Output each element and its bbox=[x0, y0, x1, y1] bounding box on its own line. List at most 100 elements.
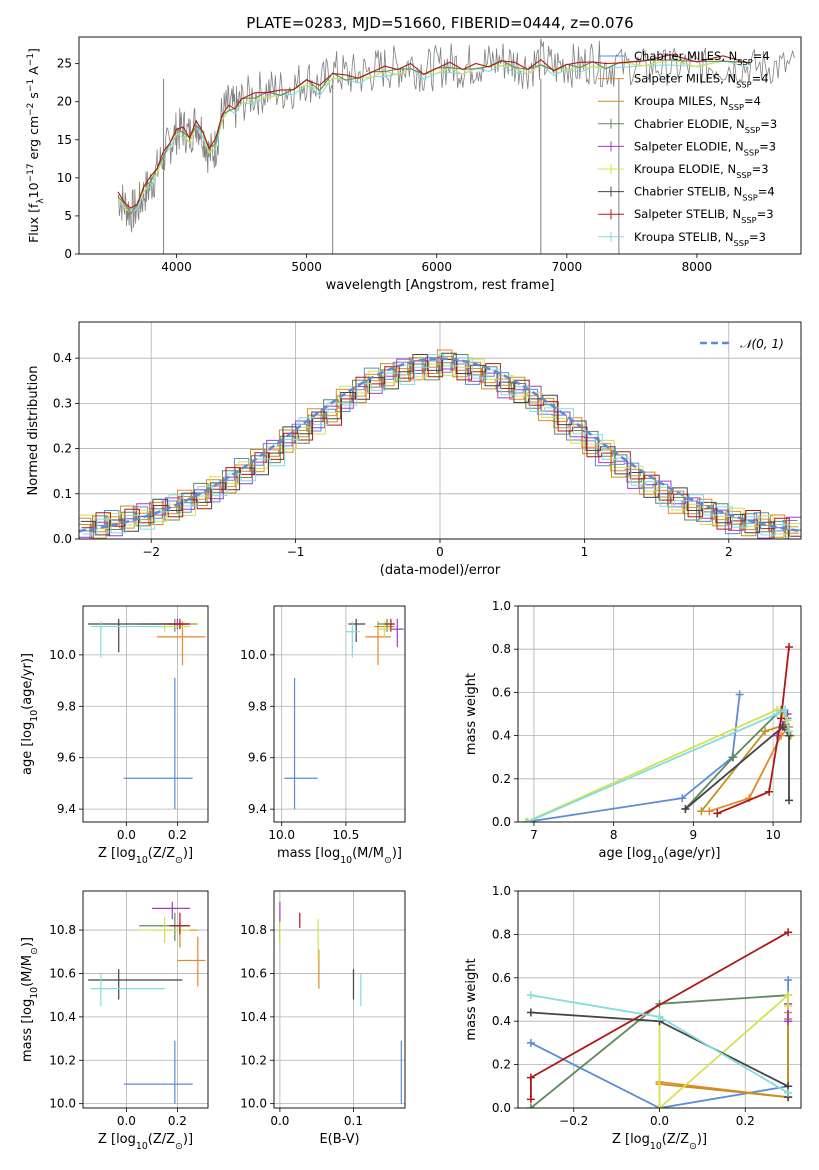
x-tick-label: 0.0 bbox=[117, 828, 136, 842]
y-tick-label: 0.0 bbox=[53, 532, 72, 546]
series-line-kroupa_elodie bbox=[658, 993, 789, 1108]
x-axis-label: Z [log10(Z/Z⊙)] bbox=[98, 1132, 193, 1152]
x-tick-label: −2 bbox=[142, 545, 160, 559]
legend-gaussian-label: 𝒩(0, 1) bbox=[740, 337, 784, 351]
age-vs-mass-panel: 10.0 10.5 9.4 9.6 9.8 10.0 mass [log10(M/M⊙)] bbox=[240, 605, 406, 866]
legend-label: Chabrier ELODIE, NSSP=3 bbox=[634, 117, 777, 135]
x-tick-label: 0.2 bbox=[736, 1114, 755, 1128]
series-marker-kroupa_elodie bbox=[655, 1104, 664, 1108]
y-tick-label: 0.6 bbox=[492, 685, 511, 699]
y-tick-label: 9.4 bbox=[248, 802, 267, 816]
y-tick-label: 10.8 bbox=[240, 923, 267, 937]
y-tick-label: 0.1 bbox=[53, 487, 72, 501]
series-marker-salpeter_miles bbox=[705, 807, 714, 816]
histogram-kroupa_miles bbox=[79, 355, 800, 539]
x-axis-label: (data-model)/error bbox=[380, 563, 501, 578]
mass-weight-vs-age-panel: 7 8 9 10 0.0 0.2 0.4 0.6 0.8 1.0 age [log10(age/yr… bbox=[464, 599, 802, 866]
legend-label: Salpeter STELIB, NSSP=3 bbox=[634, 207, 774, 225]
histogram-chabrier_stelib bbox=[80, 352, 801, 539]
x-tick-label: 2 bbox=[725, 545, 733, 559]
series-marker-chabrier_elodie bbox=[729, 753, 738, 762]
plot-area bbox=[526, 928, 793, 1108]
x-tick-label: 10.5 bbox=[333, 828, 360, 842]
y-tick-label: 1.0 bbox=[492, 884, 511, 898]
x-axis-label: age [log10(age/yr)] bbox=[599, 846, 721, 866]
plot-area bbox=[88, 901, 206, 1104]
series-marker-salpeter_stelib bbox=[713, 809, 722, 818]
gaussian-reference-curve bbox=[79, 357, 801, 533]
legend-label: Kroupa MILES, NSSP=4 bbox=[634, 94, 761, 112]
y-tick-label: 10.2 bbox=[49, 1053, 76, 1067]
x-tick-label: 0.2 bbox=[168, 1114, 187, 1128]
x-tick-label: 10.0 bbox=[268, 828, 295, 842]
y-tick-label: 10.0 bbox=[49, 648, 76, 662]
axes-frame bbox=[82, 890, 209, 1109]
x-tick-label: 8 bbox=[610, 828, 618, 842]
residual-histogram-panel: −2 −1 0 1 2 0.0 0.1 0.2 0.3 0.4 (data-model)/error… bbox=[26, 321, 802, 578]
series-marker-kroupa_stelib bbox=[781, 705, 790, 714]
axes-frame bbox=[273, 890, 406, 1109]
series-marker-kroupa_stelib bbox=[773, 710, 782, 718]
y-tick-label: 0.0 bbox=[492, 1101, 511, 1115]
series-marker-chabrier_stelib bbox=[526, 1008, 535, 1017]
plot-area bbox=[88, 618, 206, 810]
axes-frame bbox=[517, 605, 802, 823]
y-tick-label: 10.4 bbox=[49, 1010, 76, 1024]
series-marker-salpeter_elodie bbox=[784, 1017, 793, 1026]
y-tick-label: 0.6 bbox=[492, 971, 511, 985]
age-vs-metallicity-panel: 0.0 0.2 9.4 9.6 9.8 10.0 Z [log10(Z/Z⊙)] age [l… bbox=[20, 605, 209, 866]
legend-label: Chabrier STELIB, NSSP=4 bbox=[634, 185, 775, 203]
x-tick-label: 4000 bbox=[161, 260, 192, 274]
series-marker-kroupa_stelib bbox=[526, 991, 535, 1000]
axes-frame bbox=[517, 890, 802, 1109]
series-marker-kroupa_elodie bbox=[784, 991, 793, 1000]
axes-frame bbox=[78, 36, 802, 255]
series-marker-salpeter_stelib bbox=[526, 1073, 535, 1082]
x-tick-label: 8000 bbox=[682, 260, 713, 274]
x-tick-label: 10 bbox=[765, 828, 780, 842]
mass-weight-vs-metallicity-panel: −0.2 0.0 0.2 0.0 0.2 0.4 0.6 0.8 1.0 Z [log10(Z/Z… bbox=[464, 884, 802, 1152]
y-axis-label: age [log10(age/yr)] bbox=[20, 653, 40, 775]
series-marker-kroupa_stelib bbox=[523, 818, 532, 822]
series-marker-kroupa_elodie bbox=[784, 1002, 793, 1011]
legend-label: Chabrier MILES, NSSP=4 bbox=[634, 49, 770, 67]
series-marker-kroupa_elodie bbox=[521, 818, 530, 822]
series-marker-chabrier_miles bbox=[678, 794, 687, 803]
y-tick-label: 0.2 bbox=[53, 442, 72, 456]
mass-vs-ebv-panel: 0.0 0.1 10.0 10.2 10.4 10.6 10.8 E(B-V) bbox=[240, 890, 406, 1147]
histogram-chabrier_elodie bbox=[79, 354, 801, 539]
y-tick-label: 10.2 bbox=[240, 1053, 267, 1067]
x-tick-label: 0.0 bbox=[270, 1114, 289, 1128]
x-tick-label: 6000 bbox=[421, 260, 452, 274]
y-tick-label: 10.0 bbox=[240, 648, 267, 662]
series-line-salpeter_stelib bbox=[716, 646, 790, 815]
y-tick-label: 25 bbox=[57, 57, 72, 71]
x-tick-label: −1 bbox=[287, 545, 305, 559]
series-marker-kroupa_miles bbox=[697, 807, 706, 816]
plot-area bbox=[79, 349, 801, 539]
spectrum-panel: 4000 5000 6000 7000 8000 0 5 10 15 20 25 wavelength… bbox=[26, 36, 802, 293]
y-tick-label: 10.0 bbox=[49, 1097, 76, 1111]
y-tick-label: 0.8 bbox=[492, 927, 511, 941]
y-tick-label: 0.2 bbox=[492, 1058, 511, 1072]
series-marker-kroupa_stelib bbox=[784, 1088, 793, 1097]
y-tick-label: 10 bbox=[57, 171, 72, 185]
y-tick-label: 9.6 bbox=[57, 751, 76, 765]
x-tick-label: 1 bbox=[581, 545, 589, 559]
series-marker-salpeter_stelib bbox=[784, 928, 793, 937]
axes-frame bbox=[273, 605, 406, 823]
x-axis-label: Z [log10(Z/Z⊙)] bbox=[612, 1132, 707, 1152]
y-tick-label: 9.4 bbox=[57, 802, 76, 816]
histogram-salpeter_elodie bbox=[79, 357, 801, 539]
legend-label: Kroupa STELIB, NSSP=3 bbox=[634, 230, 766, 248]
series-marker-chabrier_miles bbox=[735, 690, 744, 699]
observed-spectrum-line bbox=[117, 38, 795, 233]
histogram-salpeter_miles bbox=[79, 349, 799, 538]
legend-label: Salpeter ELODIE, NSSP=3 bbox=[634, 139, 776, 157]
y-axis-label: mass weight bbox=[464, 673, 479, 755]
x-tick-label: 0.0 bbox=[650, 1114, 669, 1128]
plot-area bbox=[117, 38, 795, 254]
model-spectrum-kroupa_elodie bbox=[117, 59, 750, 214]
series-marker-salpeter_stelib bbox=[765, 787, 774, 796]
